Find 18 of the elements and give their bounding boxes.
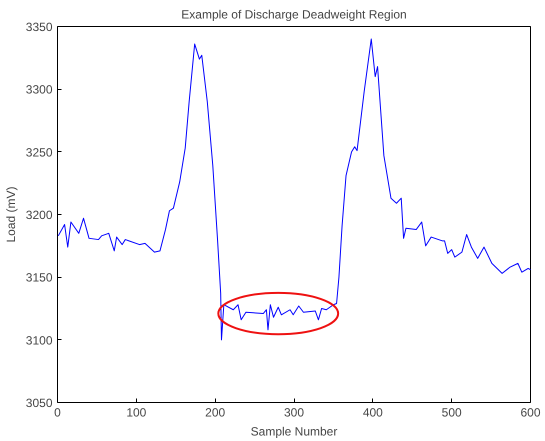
- x-tick-label: 0: [54, 406, 62, 420]
- x-tick-label: 500: [442, 406, 462, 420]
- y-tick-label: 3100: [26, 333, 53, 348]
- x-tick-label: 100: [126, 406, 147, 420]
- y-tick-label: 3250: [26, 145, 53, 160]
- line-series: [58, 38, 530, 340]
- chart-title: Example of Discharge Deadweight Region: [181, 8, 407, 22]
- x-tick-label: 200: [205, 406, 226, 420]
- x-tick-label: 300: [284, 406, 304, 420]
- y-tick-label: 3350: [26, 20, 53, 34]
- y-tick-label: 3150: [26, 270, 53, 285]
- x-tick-label: 400: [362, 406, 384, 420]
- y-tick-label: 3300: [26, 82, 53, 97]
- x-axis-title: Sample Number: [250, 424, 338, 438]
- y-tick-label: 3050: [26, 396, 53, 410]
- y-axis-title: Load (mV): [4, 186, 18, 243]
- y-tick-label: 3200: [26, 208, 53, 222]
- x-tick-label: 600: [520, 406, 541, 420]
